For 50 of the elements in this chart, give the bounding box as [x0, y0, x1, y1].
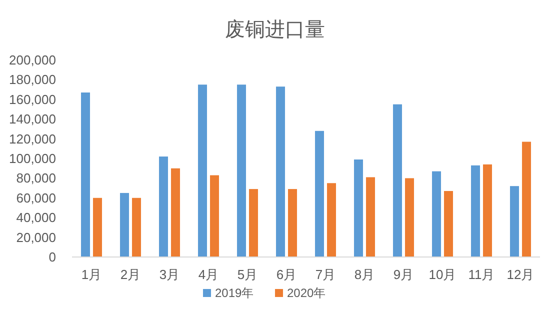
- x-tick-label: 1月: [81, 267, 102, 282]
- x-tick-label: 11月: [468, 267, 495, 282]
- bar: [288, 189, 297, 257]
- y-tick-label: 160,000: [9, 92, 56, 107]
- bar: [366, 177, 375, 257]
- bar: [132, 198, 141, 257]
- chart-title: 废铜进口量: [225, 19, 325, 41]
- x-tick-label: 7月: [315, 267, 336, 282]
- bar: [327, 183, 336, 257]
- bar: [510, 186, 519, 257]
- bar: [393, 104, 402, 257]
- y-tick-label: 180,000: [9, 72, 56, 88]
- bar: [471, 165, 480, 257]
- bar: [120, 192, 129, 257]
- x-tick-label: 8月: [354, 267, 375, 282]
- bar: [171, 168, 180, 257]
- x-tick-label: 10月: [428, 267, 456, 282]
- bar: [93, 198, 102, 257]
- legend-label: 2020年: [287, 286, 326, 300]
- y-tick-label: 60,000: [16, 190, 56, 206]
- y-tick-label: 140,000: [9, 112, 56, 127]
- y-tick-label: 120,000: [9, 131, 56, 146]
- bar: [237, 84, 246, 257]
- y-tick-label: 100,000: [9, 151, 56, 166]
- bar: [315, 130, 324, 257]
- x-tick-label: 4月: [198, 267, 219, 282]
- legend-label: 2019年: [215, 286, 254, 300]
- x-tick-label: 12月: [506, 267, 534, 282]
- y-tick-label: 80,000: [16, 170, 56, 186]
- bar: [159, 156, 168, 257]
- bar: [210, 175, 219, 257]
- bar: [432, 171, 441, 257]
- bar: [444, 191, 453, 257]
- x-tick-label: 6月: [276, 267, 297, 282]
- bar: [276, 86, 285, 257]
- bar: [522, 142, 531, 257]
- x-tick-label: 5月: [237, 267, 258, 282]
- bar: [81, 92, 90, 257]
- bar: [198, 84, 207, 257]
- bar: [354, 159, 363, 257]
- x-tick-label: 2月: [120, 267, 141, 282]
- y-tick-label: 0: [48, 250, 56, 264]
- y-tick-label: 200,000: [9, 52, 56, 68]
- bar: [405, 178, 414, 257]
- bar: [483, 164, 492, 257]
- y-tick-label: 20,000: [16, 230, 56, 245]
- x-tick-label: 3月: [159, 267, 180, 282]
- x-tick-label: 9月: [393, 267, 414, 282]
- y-tick-label: 40,000: [16, 210, 56, 226]
- bar: [249, 189, 258, 257]
